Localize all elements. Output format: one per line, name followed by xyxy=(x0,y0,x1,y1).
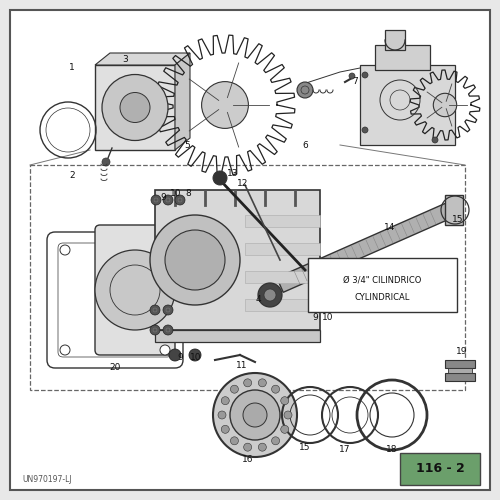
Circle shape xyxy=(349,73,355,79)
Bar xyxy=(30,165,465,390)
Circle shape xyxy=(165,230,225,290)
Text: 116 - 2: 116 - 2 xyxy=(416,462,465,475)
Text: 9: 9 xyxy=(177,354,183,362)
Text: 15: 15 xyxy=(299,444,311,452)
Text: Ø 3/4" CILINDRICO: Ø 3/4" CILINDRICO xyxy=(343,276,421,284)
Circle shape xyxy=(280,426,288,434)
Text: 20: 20 xyxy=(110,364,120,372)
Circle shape xyxy=(280,396,288,404)
Bar xyxy=(245,215,320,227)
Circle shape xyxy=(120,92,150,122)
Circle shape xyxy=(297,82,313,98)
Circle shape xyxy=(264,289,276,301)
Bar xyxy=(360,65,455,145)
Circle shape xyxy=(189,349,201,361)
Circle shape xyxy=(258,283,282,307)
Circle shape xyxy=(213,373,297,457)
Circle shape xyxy=(230,390,280,440)
FancyBboxPatch shape xyxy=(95,225,175,355)
Text: 2: 2 xyxy=(69,170,75,179)
Text: 10: 10 xyxy=(170,188,182,198)
Circle shape xyxy=(258,443,266,451)
Circle shape xyxy=(244,443,252,451)
Bar xyxy=(445,195,463,225)
Bar xyxy=(330,265,410,305)
Bar xyxy=(245,299,320,311)
Circle shape xyxy=(362,127,368,133)
Circle shape xyxy=(434,94,456,116)
Text: 7: 7 xyxy=(352,78,358,86)
Circle shape xyxy=(163,195,173,205)
Polygon shape xyxy=(175,53,190,150)
Bar xyxy=(245,271,320,283)
Circle shape xyxy=(222,426,230,434)
Circle shape xyxy=(60,345,70,355)
Bar xyxy=(95,65,175,150)
Circle shape xyxy=(150,215,240,305)
Circle shape xyxy=(163,305,173,315)
Circle shape xyxy=(160,245,170,255)
Circle shape xyxy=(60,245,70,255)
Circle shape xyxy=(230,385,238,393)
Bar xyxy=(400,453,480,485)
Polygon shape xyxy=(277,202,453,292)
Circle shape xyxy=(284,411,292,419)
Text: 18: 18 xyxy=(386,446,398,454)
Circle shape xyxy=(272,385,280,393)
Text: 15: 15 xyxy=(452,216,464,224)
Circle shape xyxy=(175,195,185,205)
Circle shape xyxy=(222,396,230,404)
Bar xyxy=(245,243,320,255)
Polygon shape xyxy=(95,53,190,65)
Circle shape xyxy=(272,437,280,445)
Circle shape xyxy=(150,305,160,315)
Circle shape xyxy=(202,82,248,128)
Text: 12: 12 xyxy=(238,178,248,188)
Circle shape xyxy=(310,300,320,310)
Bar xyxy=(375,45,430,70)
Text: 9: 9 xyxy=(160,194,166,202)
Circle shape xyxy=(432,137,438,143)
Text: 13: 13 xyxy=(227,168,239,177)
Text: CYLINDRICAL: CYLINDRICAL xyxy=(354,294,410,302)
Text: UN970197-LJ: UN970197-LJ xyxy=(22,476,72,484)
Circle shape xyxy=(163,325,173,335)
Circle shape xyxy=(258,379,266,387)
Bar xyxy=(445,373,475,381)
Text: 1: 1 xyxy=(69,64,75,72)
Circle shape xyxy=(213,171,227,185)
Text: 6: 6 xyxy=(302,140,308,149)
Text: 9: 9 xyxy=(312,314,318,322)
Text: 10: 10 xyxy=(322,314,334,322)
Circle shape xyxy=(151,195,161,205)
Circle shape xyxy=(323,300,333,310)
Bar xyxy=(448,368,472,373)
Bar xyxy=(155,330,320,342)
Bar xyxy=(155,190,320,330)
Bar xyxy=(385,30,405,50)
Circle shape xyxy=(362,72,368,78)
Text: 11: 11 xyxy=(236,360,248,370)
Circle shape xyxy=(102,74,168,140)
Text: 5: 5 xyxy=(184,140,190,149)
Circle shape xyxy=(230,437,238,445)
Circle shape xyxy=(243,403,267,427)
Bar xyxy=(445,360,475,368)
Circle shape xyxy=(244,379,252,387)
Circle shape xyxy=(218,411,226,419)
Text: 14: 14 xyxy=(384,224,396,232)
Text: 19: 19 xyxy=(456,348,468,356)
Text: 3: 3 xyxy=(122,56,128,64)
Text: 17: 17 xyxy=(339,446,351,454)
FancyBboxPatch shape xyxy=(308,258,457,312)
Text: 8: 8 xyxy=(185,188,191,198)
Circle shape xyxy=(95,250,175,330)
Text: 10: 10 xyxy=(190,354,202,362)
Circle shape xyxy=(169,349,181,361)
Circle shape xyxy=(102,158,110,166)
Text: 4: 4 xyxy=(255,296,261,304)
Circle shape xyxy=(150,325,160,335)
Circle shape xyxy=(160,345,170,355)
Text: 16: 16 xyxy=(242,456,254,464)
